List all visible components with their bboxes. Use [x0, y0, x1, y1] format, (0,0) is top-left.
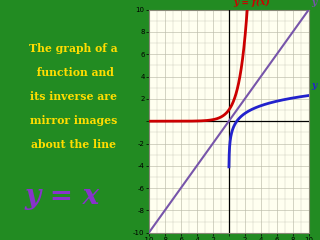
Text: y = x: y = x [311, 0, 320, 7]
Text: function and: function and [33, 66, 114, 78]
Text: The graph of a: The graph of a [29, 42, 118, 54]
Text: its inverse are: its inverse are [30, 90, 117, 102]
Text: about the line: about the line [31, 138, 116, 150]
Text: y = x: y = x [24, 183, 100, 210]
Text: mirror images: mirror images [30, 114, 117, 126]
Text: y = f⁻¹(x): y = f⁻¹(x) [311, 81, 320, 90]
Text: y = f(x): y = f(x) [233, 0, 269, 7]
